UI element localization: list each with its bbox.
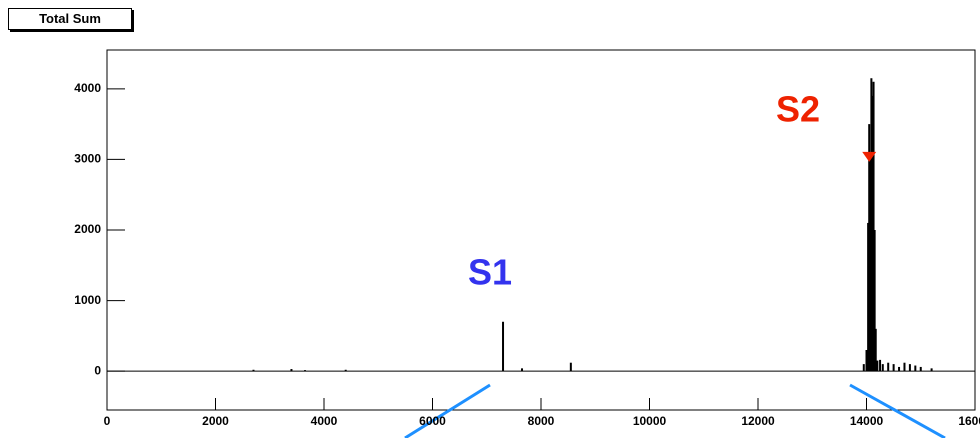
annotation: S1	[468, 252, 512, 293]
bar	[304, 370, 307, 372]
bar	[881, 364, 884, 372]
y-tick-label: 1000	[74, 293, 101, 307]
x-tick-label: 2000	[202, 414, 229, 428]
bar	[521, 368, 524, 372]
bar	[344, 369, 347, 372]
y-tick-label: 2000	[74, 222, 101, 236]
bar	[887, 362, 890, 372]
bar	[914, 365, 917, 372]
peak-marker	[862, 151, 877, 162]
x-tick-label: 4000	[311, 414, 338, 428]
bar	[892, 364, 895, 372]
bar	[869, 152, 872, 372]
bar	[862, 364, 865, 372]
bar	[868, 124, 871, 372]
bar	[874, 328, 877, 372]
bar	[870, 78, 873, 372]
x-tick-label: 12000	[741, 414, 775, 428]
y-tick-label: 0	[94, 363, 101, 377]
x-tick-label: 6000	[419, 414, 446, 428]
bar	[876, 360, 879, 372]
bar	[919, 366, 922, 372]
bar	[879, 359, 882, 372]
bar	[252, 369, 255, 372]
bar	[903, 362, 906, 372]
bar	[865, 350, 868, 372]
x-tick-label: 14000	[850, 414, 884, 428]
pointer-line	[404, 383, 491, 438]
x-tick-label: 10000	[633, 414, 667, 428]
x-tick-label: 8000	[528, 414, 555, 428]
y-tick-label: 4000	[74, 81, 101, 95]
plot-frame	[106, 49, 976, 411]
bar	[867, 222, 870, 372]
bar	[569, 362, 572, 372]
bar	[930, 368, 933, 372]
chart-title: Total Sum	[8, 8, 132, 30]
bar	[871, 95, 874, 372]
annotation: S2	[776, 89, 820, 130]
x-tick-label: 0	[104, 414, 111, 428]
bar	[898, 366, 901, 372]
bar	[908, 364, 911, 372]
bar	[290, 369, 293, 372]
bar	[872, 81, 875, 372]
y-tick-label: 3000	[74, 152, 101, 166]
pointer-line	[849, 383, 946, 438]
x-tick-label: 16000	[958, 414, 980, 428]
bar	[873, 230, 876, 372]
bar	[502, 321, 505, 372]
